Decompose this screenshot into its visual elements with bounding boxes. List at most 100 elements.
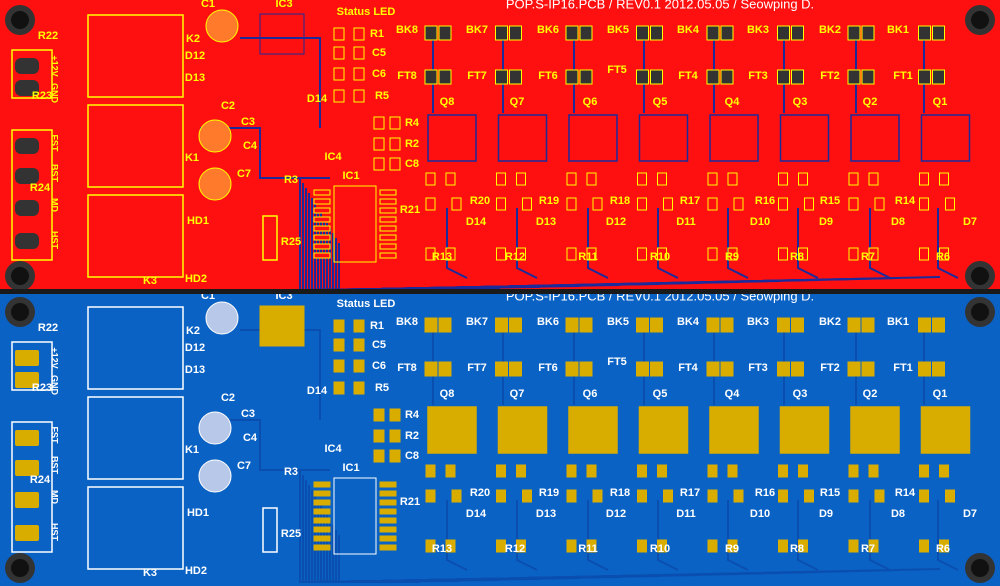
smd-pad xyxy=(804,489,814,503)
capacitor xyxy=(205,9,239,43)
smd-pad xyxy=(874,489,885,503)
component-label: R17 xyxy=(680,487,700,499)
smd-pad xyxy=(425,539,436,553)
component-label: K2 xyxy=(186,33,200,45)
ic-pin xyxy=(379,189,397,196)
component-label: R7 xyxy=(861,543,875,555)
component-label: D12 xyxy=(606,216,626,228)
pad xyxy=(579,25,593,41)
smd-pad xyxy=(778,464,788,478)
component-label: Status LED xyxy=(337,298,396,310)
pad xyxy=(861,317,875,333)
component-label: BK3 xyxy=(747,24,769,36)
pad xyxy=(438,25,452,41)
component-label: R18 xyxy=(610,487,630,499)
smd-pad xyxy=(445,172,456,186)
smd-pad xyxy=(848,539,859,553)
smd-pad xyxy=(868,172,879,186)
trace xyxy=(516,500,538,571)
component-label: R9 xyxy=(725,251,739,263)
smd-pad xyxy=(566,197,577,211)
component-label: R21 xyxy=(400,204,420,216)
smd-pad xyxy=(939,539,949,553)
component-label: BK3 xyxy=(747,316,769,328)
trace xyxy=(446,208,468,279)
smd-pad xyxy=(353,46,365,60)
smd-pad xyxy=(425,247,436,261)
pad xyxy=(918,361,931,377)
component-label: R3 xyxy=(284,466,298,478)
component-label: K3 xyxy=(143,275,157,287)
trace xyxy=(587,500,609,571)
component-label: HD1 xyxy=(187,215,209,227)
pad xyxy=(495,25,508,41)
component-label: R5 xyxy=(375,90,389,102)
pad xyxy=(495,69,508,85)
component-label: D8 xyxy=(891,216,905,228)
component-label: D11 xyxy=(676,216,696,228)
transistor-pad xyxy=(779,114,830,162)
pad xyxy=(847,361,861,377)
pad xyxy=(636,25,649,41)
component-label: R21 xyxy=(400,496,420,508)
smd-pad xyxy=(919,539,929,553)
transistor-pad xyxy=(850,406,900,454)
ic-pin xyxy=(313,526,331,533)
smd-pad xyxy=(637,489,647,503)
ic-pin xyxy=(379,490,397,497)
transistor-pad xyxy=(779,406,830,454)
pad xyxy=(932,361,945,377)
pad xyxy=(424,361,438,377)
component-label: R24 xyxy=(30,474,51,486)
component-label: Q8 xyxy=(440,388,455,400)
mounting-hole-center xyxy=(971,559,989,577)
component-label: D7 xyxy=(963,216,977,228)
smd-pad xyxy=(945,197,955,211)
pad xyxy=(706,317,720,333)
component-label: IC1 xyxy=(342,170,359,182)
pad xyxy=(495,317,508,333)
smd-pad xyxy=(389,157,401,171)
ic-pin xyxy=(313,225,331,232)
smd-pad xyxy=(919,464,929,478)
trace xyxy=(240,37,321,128)
component-label: R15 xyxy=(820,195,840,207)
connector-pad xyxy=(15,525,39,541)
component-label: R16 xyxy=(755,195,775,207)
smd-pad xyxy=(516,172,526,186)
ic-pin xyxy=(379,234,397,241)
mounting-hole-center xyxy=(11,267,29,285)
component-label: HD1 xyxy=(187,507,209,519)
board-gap xyxy=(0,289,1000,294)
resistor-outline xyxy=(262,215,278,261)
pad xyxy=(509,69,522,85)
smd-pad xyxy=(939,464,949,478)
component-label: IC4 xyxy=(324,151,342,163)
component-label: BK6 xyxy=(537,24,559,36)
pad xyxy=(932,69,945,85)
component-label: Q4 xyxy=(725,388,741,400)
smd-pad xyxy=(778,197,788,211)
transistor-pad xyxy=(568,406,618,454)
connector-pad xyxy=(15,350,39,366)
mounting-hole-center xyxy=(971,303,989,321)
trace xyxy=(338,535,941,584)
component-label: C3 xyxy=(241,408,255,420)
pad xyxy=(650,69,663,85)
smd-pad xyxy=(945,489,955,503)
pad xyxy=(438,361,452,377)
transistor-pad xyxy=(427,114,477,162)
pad xyxy=(932,317,945,333)
pad xyxy=(636,317,649,333)
component-label: C5 xyxy=(372,47,386,59)
smd-pad xyxy=(637,539,647,553)
pad xyxy=(650,317,663,333)
component-label: BK2 xyxy=(819,24,841,36)
relay-outline xyxy=(87,194,184,278)
smd-pad xyxy=(353,89,365,103)
component-label: K2 xyxy=(186,325,200,337)
component-label: Q5 xyxy=(653,388,668,400)
component-label: R22 xyxy=(38,30,58,42)
pad xyxy=(424,317,438,333)
